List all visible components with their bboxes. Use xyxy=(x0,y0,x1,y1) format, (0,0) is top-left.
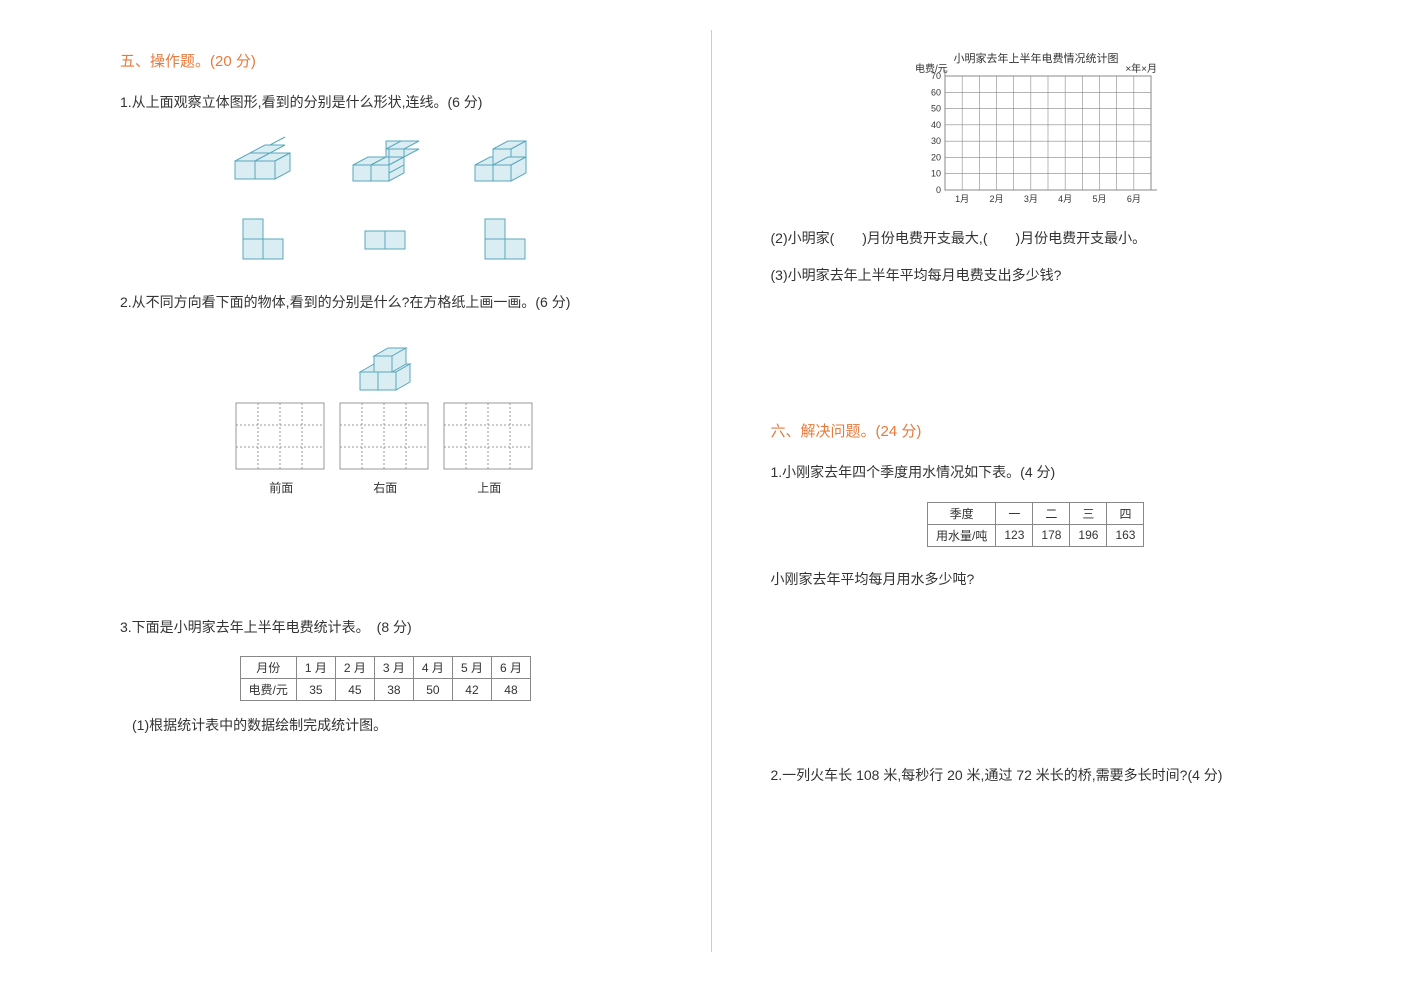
svg-text:小明家去年上半年电费情况统计图: 小明家去年上半年电费情况统计图 xyxy=(953,51,1118,65)
svg-text:3月: 3月 xyxy=(1024,194,1038,204)
svg-text:6月: 6月 xyxy=(1127,194,1141,204)
table-cell: 1 月 xyxy=(296,657,335,679)
table-cell: 42 xyxy=(452,679,491,701)
table-cell: 178 xyxy=(1033,524,1070,546)
q1-flats-row xyxy=(120,211,651,261)
q3-table-wrap: 月份 1 月 2 月 3 月 4 月 5 月 6 月 电费/元 35 45 38… xyxy=(120,656,651,701)
right-q2: (2)小明家( )月份电费开支最大,( )月份电费开支最小。 xyxy=(771,226,1302,251)
table-cell: 二 xyxy=(1033,502,1070,524)
cube-figure-2 xyxy=(345,131,425,191)
s6-q1-sub: 小刚家去年平均每月用水多少吨? xyxy=(771,567,1302,592)
svg-text:1月: 1月 xyxy=(955,194,969,204)
table-cell: 四 xyxy=(1107,502,1144,524)
table-header: 季度 xyxy=(928,502,996,524)
q3-text: 3.下面是小明家去年上半年电费统计表。 (8 分) xyxy=(120,616,651,638)
s6-q1-table-wrap: 季度 一 二 三 四 用水量/吨 123 178 196 163 xyxy=(771,502,1302,547)
table-cell: 196 xyxy=(1070,524,1107,546)
bar-chart-svg: 小明家去年上半年电费情况统计图电费/元×年×月0102030405060701月… xyxy=(911,50,1161,210)
water-table: 季度 一 二 三 四 用水量/吨 123 178 196 163 xyxy=(927,502,1144,547)
grid-front: 前面 xyxy=(235,402,327,496)
table-cell: 5 月 xyxy=(452,657,491,679)
grid-front-svg xyxy=(235,402,327,472)
svg-text:60: 60 xyxy=(931,87,941,97)
q2-figure: 前面 右面 xyxy=(120,332,651,496)
svg-text:40: 40 xyxy=(931,120,941,130)
table-cell: 6 月 xyxy=(491,657,530,679)
flat-shape-3 xyxy=(465,211,545,261)
table-row: 月份 1 月 2 月 3 月 4 月 5 月 6 月 xyxy=(240,657,530,679)
q1-cubes-row xyxy=(120,131,651,191)
grid-top-svg xyxy=(443,402,535,472)
table-row: 季度 一 二 三 四 xyxy=(928,502,1144,524)
table-row: 电费/元 35 45 38 50 42 48 xyxy=(240,679,530,701)
table-cell: 三 xyxy=(1070,502,1107,524)
q2-cube-object xyxy=(340,332,430,402)
right-column: 小明家去年上半年电费情况统计图电费/元×年×月0102030405060701月… xyxy=(711,0,1421,982)
svg-text:10: 10 xyxy=(931,169,941,179)
grid-top: 上面 xyxy=(443,402,535,496)
q3-sub1: (1)根据统计表中的数据绘制完成统计图。 xyxy=(132,713,651,738)
electricity-table: 月份 1 月 2 月 3 月 4 月 5 月 6 月 电费/元 35 45 38… xyxy=(240,656,531,701)
svg-text:30: 30 xyxy=(931,136,941,146)
label-top: 上面 xyxy=(443,479,535,496)
q2-text: 2.从不同方向看下面的物体,看到的分别是什么?在方格纸上画一画。(6 分) xyxy=(120,291,651,313)
table-cell: 4 月 xyxy=(413,657,452,679)
svg-text:50: 50 xyxy=(931,104,941,114)
table-header: 电费/元 xyxy=(240,679,296,701)
table-cell: 一 xyxy=(996,502,1033,524)
svg-text:20: 20 xyxy=(931,152,941,162)
grid-right: 右面 xyxy=(339,402,431,496)
left-column: 五、操作题。(20 分) 1.从上面观察立体图形,看到的分别是什么形状,连线。(… xyxy=(0,0,711,982)
table-cell: 163 xyxy=(1107,524,1144,546)
flat-shape-1 xyxy=(225,211,305,261)
label-right: 右面 xyxy=(339,479,431,496)
svg-text:2月: 2月 xyxy=(989,194,1003,204)
table-cell: 45 xyxy=(335,679,374,701)
svg-text:0: 0 xyxy=(936,185,941,195)
table-row: 用水量/吨 123 178 196 163 xyxy=(928,524,1144,546)
svg-text:×年×月: ×年×月 xyxy=(1125,62,1157,75)
svg-text:4月: 4月 xyxy=(1058,194,1072,204)
table-cell: 3 月 xyxy=(374,657,413,679)
s6-q2-text: 2.一列火车长 108 米,每秒行 20 米,通过 72 米长的桥,需要多长时间… xyxy=(771,764,1302,786)
cube-figure-1 xyxy=(225,131,305,191)
s6-q1-text: 1.小刚家去年四个季度用水情况如下表。(4 分) xyxy=(771,461,1302,483)
table-header: 月份 xyxy=(240,657,296,679)
table-cell: 38 xyxy=(374,679,413,701)
svg-text:70: 70 xyxy=(931,71,941,81)
table-cell: 2 月 xyxy=(335,657,374,679)
svg-text:5月: 5月 xyxy=(1092,194,1106,204)
table-header: 用水量/吨 xyxy=(928,524,996,546)
table-cell: 35 xyxy=(296,679,335,701)
chart-container: 小明家去年上半年电费情况统计图电费/元×年×月0102030405060701月… xyxy=(771,50,1302,210)
right-q3: (3)小明家去年上半年平均每月电费支出多少钱? xyxy=(771,263,1302,288)
table-cell: 50 xyxy=(413,679,452,701)
label-front: 前面 xyxy=(235,479,327,496)
table-cell: 123 xyxy=(996,524,1033,546)
cube-figure-3 xyxy=(465,131,545,191)
flat-shape-2 xyxy=(345,211,425,261)
grid-right-svg xyxy=(339,402,431,472)
q1-text: 1.从上面观察立体图形,看到的分别是什么形状,连线。(6 分) xyxy=(120,91,651,113)
section-5-title: 五、操作题。(20 分) xyxy=(120,50,651,71)
section-6-title: 六、解决问题。(24 分) xyxy=(771,420,1302,441)
table-cell: 48 xyxy=(491,679,530,701)
